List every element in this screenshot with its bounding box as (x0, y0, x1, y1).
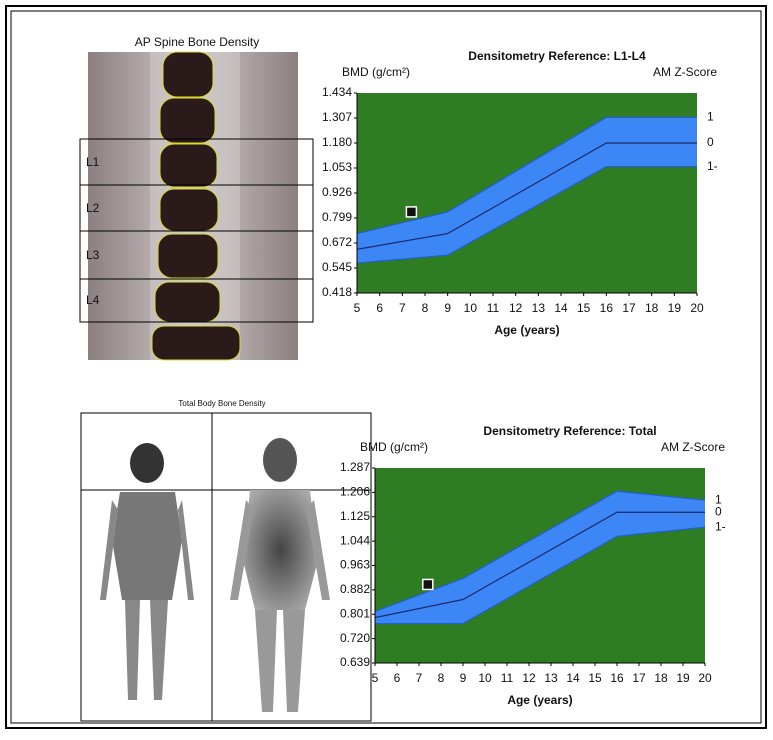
vertebra-label: L4 (86, 293, 100, 307)
chart-title: Densitometry Reference: Total (483, 424, 656, 438)
x-tick-label: 19 (676, 671, 690, 685)
x-tick-label: 10 (478, 671, 492, 685)
x-tick-label: 8 (438, 671, 445, 685)
x-tick-label: 9 (460, 671, 467, 685)
y-axis-label: BMD (g/cm²) (360, 440, 428, 454)
y-tick-label: 0.720 (340, 631, 370, 645)
x-tick-label: 14 (554, 301, 568, 315)
y-tick-label: 1.434 (322, 85, 352, 99)
y-tick-label: 1.180 (322, 135, 352, 149)
x-tick-label: 13 (532, 301, 546, 315)
body-image (81, 413, 371, 721)
y-tick-label: 0.545 (322, 260, 352, 274)
x-tick-label: 11 (487, 301, 500, 315)
y-tick-label: 0.672 (322, 235, 352, 249)
y-tick-label: 1.206 (340, 485, 370, 499)
y-tick-label: 0.801 (340, 606, 370, 620)
y-tick-label: 1.044 (340, 533, 370, 547)
y2-axis-label: AM Z-Score (653, 65, 717, 79)
x-tick-label: 20 (690, 301, 704, 315)
x-tick-label: 6 (394, 671, 401, 685)
patient-point (423, 579, 433, 589)
y-tick-label: 1.307 (322, 110, 352, 124)
spine-image (80, 52, 313, 360)
x-tick-label: 11 (501, 671, 514, 685)
x-tick-label: 16 (610, 671, 624, 685)
y-tick-label: 1.053 (322, 160, 352, 174)
x-tick-label: 18 (645, 301, 659, 315)
vertebra-label: L1 (86, 155, 100, 169)
x-tick-label: 15 (577, 301, 591, 315)
patient-point (406, 207, 416, 217)
y-tick-label: 0.418 (322, 285, 352, 299)
y-tick-label: 0.926 (322, 185, 352, 199)
x-tick-label: 17 (632, 671, 646, 685)
x-tick-label: 7 (416, 671, 423, 685)
x-tick-label: 13 (544, 671, 558, 685)
image-title: AP Spine Bone Density (135, 35, 260, 49)
x-tick-label: 17 (622, 301, 636, 315)
y-tick-label: 1.287 (340, 460, 370, 474)
y-tick-label: 0.882 (340, 582, 370, 596)
x-tick-label: 10 (464, 301, 478, 315)
x-tick-label: 5 (354, 301, 361, 315)
vertebra-label: L2 (86, 201, 100, 215)
x-tick-label: 9 (444, 301, 451, 315)
x-tick-label: 14 (566, 671, 580, 685)
y-axis-label: BMD (g/cm²) (342, 65, 410, 79)
x-tick-label: 8 (422, 301, 429, 315)
x-axis-label: Age (years) (494, 323, 559, 337)
page: AP Spine Bone Density L1 L2 L3 L4 Total … (0, 0, 773, 735)
x-tick-label: 15 (588, 671, 602, 685)
x-tick-label: 20 (698, 671, 712, 685)
x-tick-label: 12 (509, 301, 523, 315)
x-tick-label: 18 (654, 671, 668, 685)
vertebra-label: L3 (86, 248, 100, 262)
x-tick-label: 6 (376, 301, 383, 315)
image-title: Total Body Bone Density (178, 399, 265, 408)
y-tick-label: 0.963 (340, 558, 370, 572)
y-tick-label: 1.125 (340, 509, 370, 523)
y2-axis-label: AM Z-Score (661, 440, 725, 454)
x-tick-label: 12 (522, 671, 536, 685)
chart-title: Densitometry Reference: L1-L4 (468, 49, 646, 63)
series-label: 1 (707, 110, 714, 124)
y-tick-label: 0.799 (322, 210, 352, 224)
series-label: 1- (715, 519, 726, 533)
x-tick-label: 19 (668, 301, 682, 315)
x-axis-label: Age (years) (507, 693, 572, 707)
series-label: 1- (707, 159, 718, 173)
x-tick-label: 16 (600, 301, 614, 315)
series-label: 0 (715, 504, 722, 518)
x-tick-label: 7 (399, 301, 406, 315)
series-label: 0 (707, 135, 714, 149)
y-tick-label: 0.639 (340, 655, 370, 669)
x-tick-label: 5 (372, 671, 379, 685)
